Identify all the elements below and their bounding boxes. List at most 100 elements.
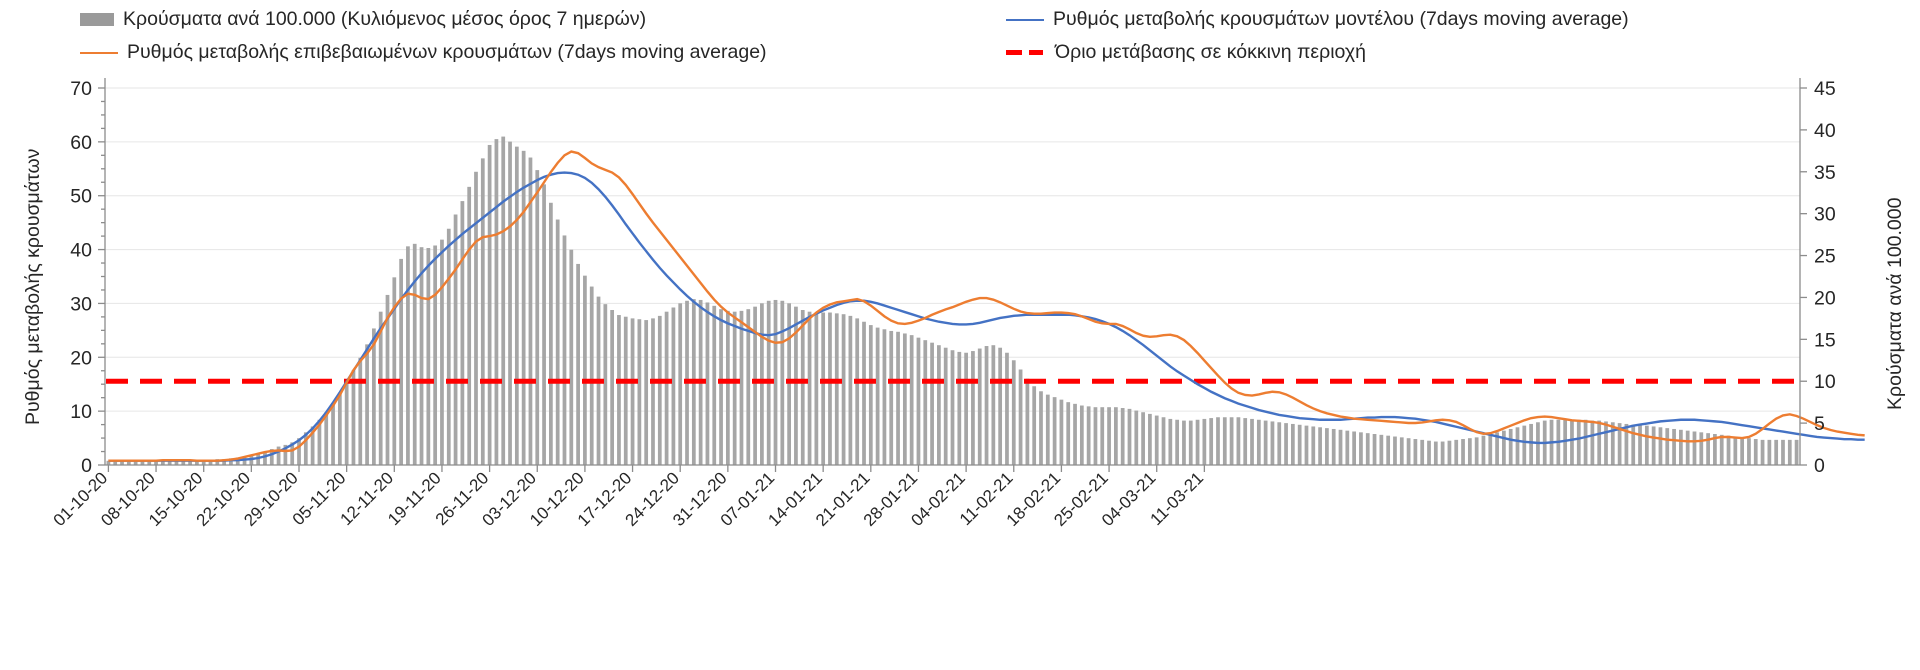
bar bbox=[1699, 432, 1704, 465]
bar bbox=[637, 319, 642, 465]
bar bbox=[480, 158, 485, 465]
bar bbox=[337, 392, 342, 465]
bar bbox=[1597, 420, 1602, 465]
bar bbox=[167, 459, 172, 465]
x-axis-group: 01-10-2008-10-2015-10-2022-10-2029-10-20… bbox=[50, 464, 1800, 530]
bar bbox=[160, 459, 165, 465]
bar bbox=[909, 335, 914, 465]
bar bbox=[950, 350, 955, 465]
bar bbox=[1236, 417, 1241, 465]
bar bbox=[794, 306, 798, 465]
bar bbox=[1345, 430, 1350, 465]
bar bbox=[991, 345, 996, 465]
bar bbox=[1781, 439, 1785, 465]
bar bbox=[1760, 439, 1765, 465]
bar bbox=[746, 309, 751, 465]
bar bbox=[1706, 433, 1710, 465]
bar bbox=[406, 246, 410, 465]
bar bbox=[147, 459, 152, 465]
bar bbox=[1073, 403, 1077, 465]
legend-label-model-rate: Ρυθμός μεταβολής κρουσμάτων μοντέλου (7d… bbox=[1053, 8, 1629, 30]
y-axis-left-tick-label: 0 bbox=[81, 455, 92, 477]
bar bbox=[773, 299, 778, 465]
bar bbox=[1393, 436, 1397, 465]
bar bbox=[106, 460, 111, 465]
bar bbox=[1093, 407, 1098, 465]
bar bbox=[1120, 408, 1125, 465]
bar bbox=[1297, 424, 1302, 465]
bar bbox=[719, 309, 723, 465]
bar bbox=[1059, 399, 1064, 465]
bar bbox=[841, 314, 846, 465]
bar bbox=[1624, 423, 1629, 465]
bar bbox=[1570, 419, 1574, 465]
bar bbox=[1767, 439, 1772, 465]
bar bbox=[1229, 417, 1234, 465]
y-axis-left-tick-label: 40 bbox=[70, 240, 92, 262]
y-axis-right-tick-label: 35 bbox=[1814, 162, 1836, 184]
bar bbox=[1148, 413, 1152, 465]
bar bbox=[1406, 438, 1411, 465]
legend-item-red-threshold[interactable]: Όριο μετάβασης σε κόκκινη περιοχή bbox=[1006, 42, 1366, 63]
bar bbox=[365, 344, 369, 465]
bar bbox=[453, 214, 458, 465]
bar bbox=[501, 136, 506, 465]
bar bbox=[1631, 424, 1636, 465]
bar bbox=[1202, 418, 1207, 465]
bar bbox=[617, 315, 621, 465]
bar bbox=[549, 202, 553, 465]
bar bbox=[732, 311, 737, 465]
bar bbox=[1331, 428, 1336, 465]
bar bbox=[1161, 417, 1166, 465]
bar bbox=[1617, 423, 1622, 465]
bar bbox=[331, 403, 335, 465]
bar bbox=[787, 303, 791, 465]
y-axis-left-tick-label: 30 bbox=[70, 293, 92, 315]
bar bbox=[310, 426, 315, 465]
bar bbox=[1447, 440, 1452, 465]
dashed-swatch-icon-red bbox=[1006, 50, 1046, 56]
bar bbox=[1713, 434, 1717, 465]
bar bbox=[1011, 360, 1016, 465]
bar bbox=[1379, 434, 1384, 465]
bar bbox=[474, 171, 478, 465]
bar bbox=[1753, 439, 1758, 465]
bar bbox=[664, 311, 669, 465]
bar bbox=[1325, 428, 1329, 465]
legend-item-model-rate[interactable]: Ρυθμός μεταβολής κρουσμάτων μοντέλου (7d… bbox=[1006, 8, 1629, 30]
y-axis-left-tick-label: 50 bbox=[70, 186, 92, 208]
bar bbox=[889, 330, 894, 465]
bar bbox=[1522, 425, 1527, 465]
bar bbox=[1794, 439, 1799, 465]
bar bbox=[964, 352, 968, 465]
bar bbox=[1495, 432, 1499, 465]
bar bbox=[1256, 419, 1261, 465]
bar bbox=[140, 460, 145, 465]
y-axis-right-tick-label: 45 bbox=[1814, 78, 1836, 100]
bar bbox=[1399, 437, 1404, 465]
line-swatch-icon-blue bbox=[1006, 18, 1044, 21]
bar bbox=[725, 310, 730, 465]
bar bbox=[1583, 419, 1588, 465]
bar bbox=[514, 146, 519, 465]
bar bbox=[1209, 418, 1214, 465]
bar bbox=[739, 310, 744, 465]
legend-item-cases-per-100k[interactable]: Κρούσματα ανά 100.000 (Κυλιόμενος μέσος … bbox=[80, 9, 646, 30]
y-axis-right-tick-label: 10 bbox=[1814, 371, 1836, 393]
bar bbox=[1644, 425, 1649, 465]
bar bbox=[780, 300, 785, 465]
bar bbox=[868, 325, 873, 465]
bar bbox=[222, 459, 226, 465]
bar bbox=[562, 235, 567, 465]
y-axis-left-tick-label: 20 bbox=[70, 347, 92, 369]
bar bbox=[1740, 437, 1745, 465]
chart-legend: Κρούσματα ανά 100.000 (Κυλιόμενος μέσος … bbox=[0, 0, 1920, 72]
bar bbox=[1563, 419, 1568, 465]
bar bbox=[419, 247, 424, 465]
bar bbox=[1733, 436, 1738, 465]
legend-item-confirmed-rate[interactable]: Ρυθμός μεταβολής επιβεβαιωμένων κρουσμάτ… bbox=[80, 42, 767, 63]
bar bbox=[1774, 439, 1779, 465]
bar bbox=[1134, 410, 1139, 465]
bar bbox=[215, 459, 220, 465]
